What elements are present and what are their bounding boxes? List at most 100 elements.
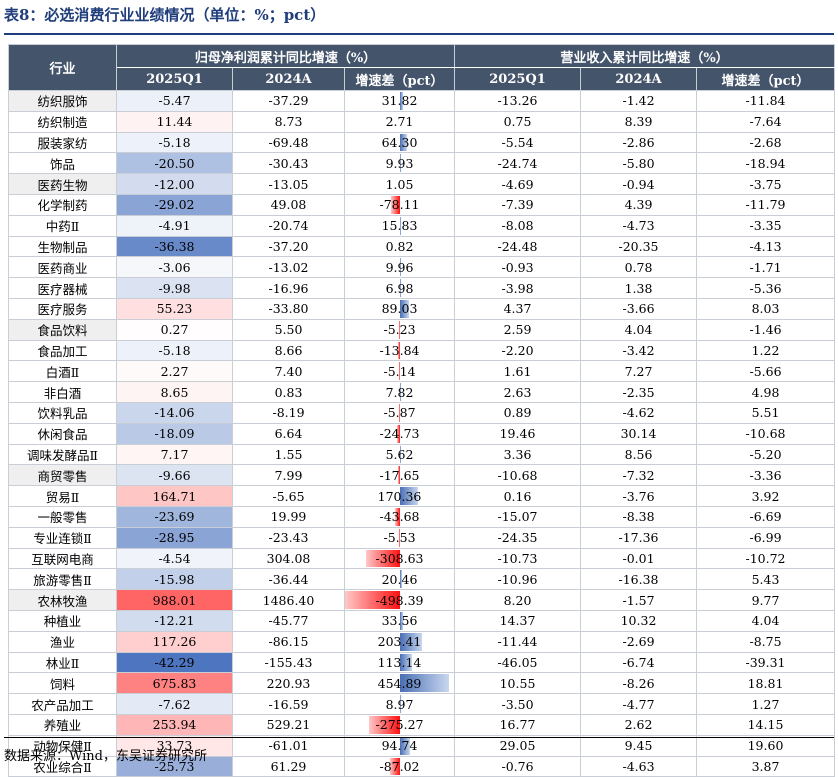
industry-name: 白酒Ⅱ xyxy=(9,361,117,382)
cell-revenue-2024a: 10.32 xyxy=(581,610,697,631)
cell-revenue-2025q1: -13.26 xyxy=(455,91,581,112)
growth-diff-value: -5.87 xyxy=(383,405,415,420)
cell-profit-2024a: 8.66 xyxy=(233,340,345,361)
cell-revenue-diff: -5.36 xyxy=(697,278,835,299)
cell-revenue-2025q1: -8.08 xyxy=(455,215,581,236)
cell-revenue-diff: 3.87 xyxy=(697,756,835,777)
cell-profit-diff: 8.97 xyxy=(345,694,455,715)
growth-diff-value: -275.27 xyxy=(376,717,424,732)
cell-revenue-diff: -5.20 xyxy=(697,444,835,465)
cell-revenue-diff: -39.31 xyxy=(697,652,835,673)
cell-revenue-2025q1: -11.44 xyxy=(455,631,581,652)
industry-name: 林业Ⅱ xyxy=(9,652,117,673)
cell-revenue-diff: -8.75 xyxy=(697,631,835,652)
cell-revenue-diff: 4.04 xyxy=(697,610,835,631)
industry-name: 食品饮料 xyxy=(9,319,117,340)
cell-revenue-diff: -11.84 xyxy=(697,91,835,112)
industry-name: 种植业 xyxy=(9,610,117,631)
cell-profit-diff: 64.30 xyxy=(345,132,455,153)
cell-revenue-diff: -7.64 xyxy=(697,111,835,132)
cell-revenue-diff: 5.43 xyxy=(697,569,835,590)
growth-diff-value: 113.14 xyxy=(378,655,422,670)
cell-revenue-2024a: -20.35 xyxy=(581,236,697,257)
cell-revenue-2025q1: 19.46 xyxy=(455,423,581,444)
industry-name: 渔业 xyxy=(9,631,117,652)
cell-revenue-diff: -4.13 xyxy=(697,236,835,257)
cell-revenue-2024a: -4.62 xyxy=(581,402,697,423)
cell-profit-2024a: 7.40 xyxy=(233,361,345,382)
cell-profit-2024a: 5.50 xyxy=(233,319,345,340)
industry-performance-table: 行业 归母净利润累计同比增速（%） 营业收入累计同比增速（%） 2025Q1 2… xyxy=(8,44,835,777)
cell-revenue-2025q1: -24.48 xyxy=(455,236,581,257)
cell-revenue-2024a: 4.04 xyxy=(581,319,697,340)
table-row: 专业连锁Ⅱ-28.95-23.43-5.53-24.35-17.36-6.99 xyxy=(9,527,835,548)
header-revenue-diff: 增速差（pct） xyxy=(697,68,835,91)
industry-name: 医疗服务 xyxy=(9,298,117,319)
header-net-profit-growth: 归母净利润累计同比增速（%） xyxy=(117,45,455,68)
industry-name: 饮料乳品 xyxy=(9,402,117,423)
cell-profit-2024a: -8.19 xyxy=(233,402,345,423)
title-rule xyxy=(4,33,834,35)
growth-diff-value: 1.05 xyxy=(386,177,414,192)
cell-revenue-2024a: -0.94 xyxy=(581,174,697,195)
cell-profit-diff: -308.63 xyxy=(345,548,455,569)
cell-profit-2025q1: -36.38 xyxy=(117,236,233,257)
growth-diff-value: 31.82 xyxy=(382,93,418,108)
cell-revenue-diff: 14.15 xyxy=(697,714,835,735)
growth-diff-value: -43.68 xyxy=(380,509,420,524)
cell-profit-2024a: -30.43 xyxy=(233,153,345,174)
cell-profit-2025q1: -14.06 xyxy=(117,402,233,423)
growth-diff-value: 20.46 xyxy=(382,572,418,587)
cell-profit-2024a: -45.77 xyxy=(233,610,345,631)
cell-revenue-2024a: -4.77 xyxy=(581,694,697,715)
cell-revenue-2024a: 8.39 xyxy=(581,111,697,132)
cell-profit-2025q1: 8.65 xyxy=(117,382,233,403)
cell-profit-2025q1: 675.83 xyxy=(117,673,233,694)
cell-profit-2025q1: 0.27 xyxy=(117,319,233,340)
cell-profit-2025q1: -20.50 xyxy=(117,153,233,174)
industry-name: 养殖业 xyxy=(9,714,117,735)
cell-revenue-2025q1: -24.74 xyxy=(455,153,581,174)
cell-profit-2024a: -69.48 xyxy=(233,132,345,153)
cell-revenue-2025q1: 0.89 xyxy=(455,402,581,423)
cell-revenue-2024a: -6.74 xyxy=(581,652,697,673)
growth-diff-value: -5.23 xyxy=(383,322,415,337)
cell-profit-diff: 7.82 xyxy=(345,382,455,403)
cell-revenue-2024a: -4.63 xyxy=(581,756,697,777)
cell-profit-diff: -498.39 xyxy=(345,590,455,611)
cell-profit-2025q1: -12.00 xyxy=(117,174,233,195)
cell-revenue-diff: -10.68 xyxy=(697,423,835,444)
cell-revenue-2024a: -8.26 xyxy=(581,673,697,694)
cell-profit-2024a: 529.21 xyxy=(233,714,345,735)
cell-revenue-diff: -3.35 xyxy=(697,215,835,236)
growth-diff-value: 5.62 xyxy=(386,447,414,462)
cell-revenue-diff: -6.99 xyxy=(697,527,835,548)
cell-revenue-2024a: -17.36 xyxy=(581,527,697,548)
growth-diff-value: 454.89 xyxy=(378,676,422,691)
industry-name: 中药Ⅱ xyxy=(9,215,117,236)
growth-diff-value: -5.14 xyxy=(383,364,415,379)
growth-diff-value: -87.02 xyxy=(380,759,420,774)
cell-profit-2024a: 49.08 xyxy=(233,194,345,215)
cell-profit-diff: 1.05 xyxy=(345,174,455,195)
cell-revenue-2025q1: -3.98 xyxy=(455,278,581,299)
cell-profit-2024a: -37.20 xyxy=(233,236,345,257)
industry-name: 商贸零售 xyxy=(9,465,117,486)
cell-profit-diff: 113.14 xyxy=(345,652,455,673)
cell-revenue-2024a: -2.35 xyxy=(581,382,697,403)
cell-revenue-diff: 18.81 xyxy=(697,673,835,694)
cell-profit-2025q1: -42.29 xyxy=(117,652,233,673)
cell-revenue-2025q1: -3.50 xyxy=(455,694,581,715)
